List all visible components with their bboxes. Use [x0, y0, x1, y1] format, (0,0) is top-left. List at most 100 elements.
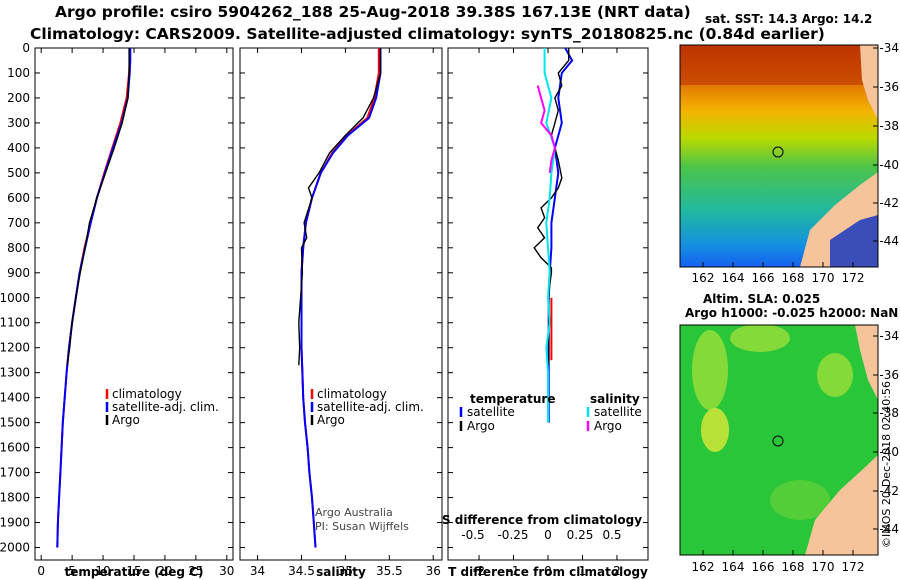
y-tick-label: 500 [7, 166, 30, 180]
sla-land-south [805, 455, 878, 555]
sst-lat-tick-label: -36 [879, 80, 899, 94]
x-tick-label: 30 [219, 564, 234, 578]
legend-entry: climatology [317, 387, 387, 401]
legend-entry: Argo [594, 419, 622, 433]
legend-entry: climatology [112, 387, 182, 401]
difference-profile-panel: -2 -1 0 1 2T difference from climatology temp… [442, 47, 649, 579]
x-tick-label: 34.5 [288, 564, 315, 578]
sst-lat-tick-label: -38 [879, 119, 899, 133]
sla-anomaly-1 [692, 330, 728, 410]
y-tick-label: 1800 [0, 491, 30, 505]
sst-land-north [860, 45, 878, 120]
sst-lon-tick-label: 168 [782, 271, 805, 285]
series-line-s-satellite [543, 48, 556, 423]
y-tick-label: 1100 [0, 316, 30, 330]
salinity-diff-tick-label: 0 [544, 528, 552, 542]
sla-lon-tick-label: 162 [692, 560, 715, 574]
sla-anomaly-2 [730, 325, 790, 352]
salinity-profile-frame [239, 47, 443, 561]
legend-entry: satellite [594, 405, 642, 419]
salinity-diff-tick-label: -0.25 [497, 528, 528, 542]
sst-lon-tick-label: 164 [722, 271, 745, 285]
temperature-profile-panel: 0100200300400500600700800900100011001200… [0, 41, 234, 579]
salinity-diff-tick-label: 0.25 [567, 528, 594, 542]
x-tick-label: 5 [68, 564, 76, 578]
sla-lon-tick-label: 170 [812, 560, 835, 574]
x-tick-label: 15 [126, 564, 141, 578]
y-tick-label: 1900 [0, 516, 30, 530]
sla-lat-tick-label: -38 [879, 406, 899, 420]
legend-title-temperature: temperature [470, 392, 555, 406]
sla-argo-marker [772, 435, 784, 447]
temperature-profile-frame [34, 47, 234, 561]
sst-lon-tick-label: 170 [812, 271, 835, 285]
sla-lon-tick-label: 168 [782, 560, 805, 574]
y-tick-label: 1300 [0, 366, 30, 380]
sst-map-title: sat. SST: 14.3 Argo: 14.2 [705, 12, 873, 26]
legend-entry: Argo [317, 413, 345, 427]
chart-title-line2: Climatology: CARS2009. Satellite-adjuste… [30, 25, 825, 43]
sst-argo-marker [772, 146, 784, 158]
credit-line1: Argo Australia [315, 506, 393, 519]
y-tick-label: 300 [7, 116, 30, 130]
y-tick-label: 1200 [0, 341, 30, 355]
credit-line2: PI: Susan Wijffels [315, 520, 409, 533]
x-tick-label: 25 [188, 564, 203, 578]
sla-lon-tick-label: 166 [752, 560, 775, 574]
sla-land-north [855, 325, 878, 400]
y-tick-label: 700 [7, 216, 30, 230]
x-tick-label: 2 [613, 564, 621, 578]
x-tick-label: -2 [473, 564, 485, 578]
sla-lon-tick-label: 164 [722, 560, 745, 574]
y-tick-label: 600 [7, 191, 30, 205]
y-tick-label: 400 [7, 141, 30, 155]
y-tick-label: 900 [7, 266, 30, 280]
sst-cold-patch [830, 215, 878, 267]
x-tick-label: 1 [579, 564, 587, 578]
sst-map-frame [679, 44, 879, 268]
sla-anomaly-5 [770, 480, 830, 520]
salinity-profile-xlabel: salinity [316, 565, 366, 579]
sla-lat-tick-label: -44 [879, 522, 899, 536]
legend-entry: Argo [467, 419, 495, 433]
chart-title-line1: Argo profile: csiro 5904262_188 25-Aug-2… [55, 3, 691, 21]
difference-profile-xlabel: T difference from climatology [448, 565, 648, 579]
y-tick-label: 1700 [0, 466, 30, 480]
temperature-profile-xlabel: temperature (deg C) [65, 565, 204, 579]
sla-anomaly-4 [817, 353, 853, 397]
salinity-diff-tick-label: 0.5 [602, 528, 621, 542]
sst-lon-tick-label: 166 [752, 271, 775, 285]
sst-lon-tick-label: 172 [842, 271, 865, 285]
sla-lat-tick-label: -40 [879, 445, 899, 459]
x-tick-label: 20 [157, 564, 172, 578]
y-tick-label: 1600 [0, 441, 30, 455]
sla-anomaly-3 [701, 408, 729, 452]
y-tick-label: 200 [7, 91, 30, 105]
salinity-diff-tick-label: -0.5 [461, 528, 484, 542]
sst-lat-tick-label: -42 [879, 196, 899, 210]
legend-entry: satellite-adj. clim. [112, 400, 219, 414]
series-line-s-argo [536, 85, 556, 174]
series-line-argo [66, 48, 130, 366]
legend-title-salinity: salinity [590, 392, 640, 406]
sla-lat-tick-label: -42 [879, 484, 899, 498]
y-tick-label: 0 [22, 41, 30, 55]
salinity-profile-panel: 34 34.5 35 35.5 36 salinity climatologysatelli… [239, 47, 443, 579]
x-tick-label: 0 [37, 564, 45, 578]
legend-entry: satellite-adj. clim. [317, 400, 424, 414]
x-tick-label: 36 [426, 564, 441, 578]
legend-entry: Argo [112, 413, 140, 427]
sla-map-title-line2: Argo h1000: -0.025 h2000: NaN [685, 306, 899, 320]
sst-warm-band [680, 45, 878, 85]
x-tick-label: -1 [508, 564, 520, 578]
sla-lat-tick-label: -36 [879, 368, 899, 382]
x-tick-label: 0 [544, 564, 552, 578]
x-tick-label: 35.5 [376, 564, 403, 578]
y-tick-label: 1500 [0, 416, 30, 430]
salinity-diff-axis-label: S difference from climatology [442, 513, 642, 527]
sla-map-frame [679, 324, 879, 556]
series-line-argo [298, 48, 382, 366]
sst-lat-tick-label: -44 [879, 234, 899, 248]
y-tick-label: 100 [7, 66, 30, 80]
